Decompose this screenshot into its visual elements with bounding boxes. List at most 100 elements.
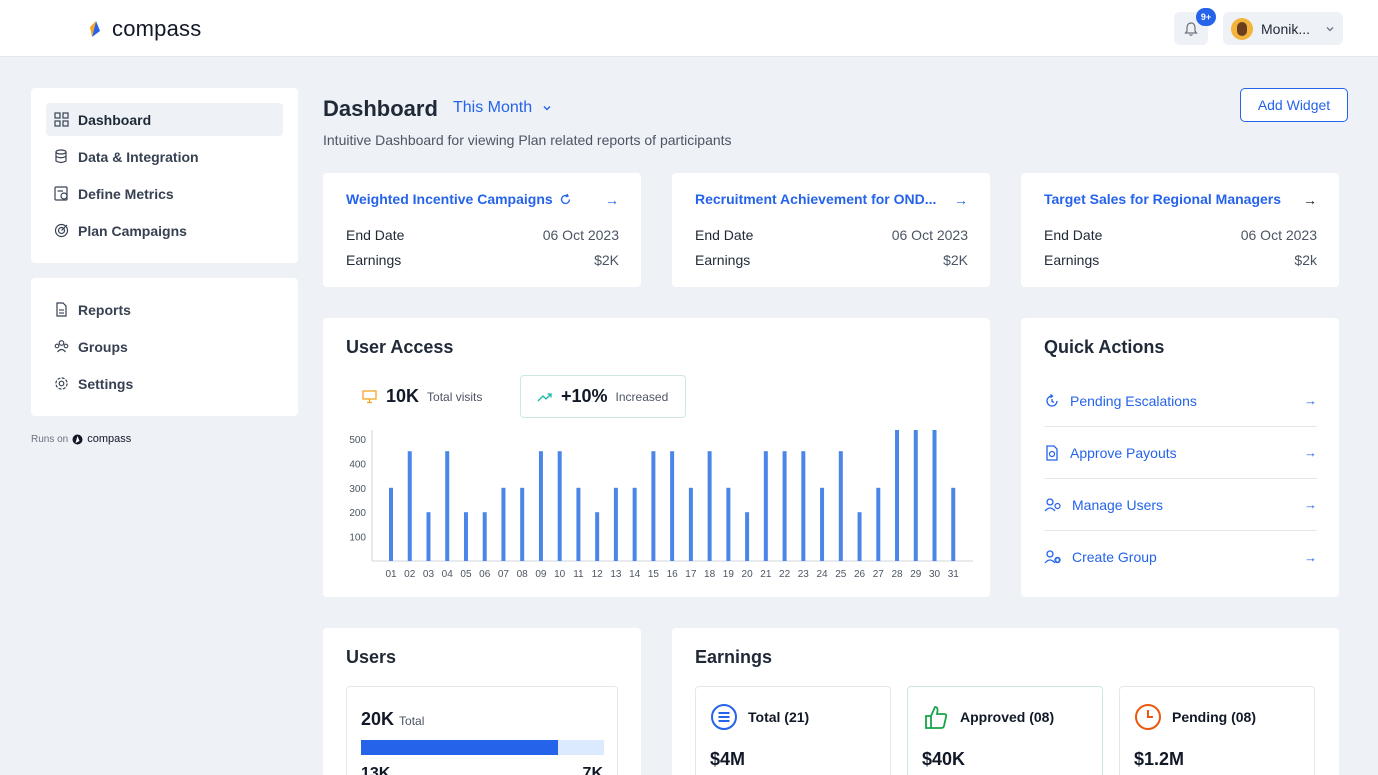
chart-bar bbox=[613, 487, 618, 561]
end-date-label: End Date bbox=[346, 227, 405, 243]
chart-bar bbox=[651, 451, 656, 561]
users-left-value: 13K bbox=[361, 765, 391, 775]
earnings-total-box[interactable]: Total (21) $4M bbox=[695, 686, 891, 775]
campaign-title-text: Weighted Incentive Campaigns bbox=[346, 191, 553, 207]
quick-action-manage-users[interactable]: Manage Users → bbox=[1044, 479, 1317, 531]
sidebar-item-settings[interactable]: Settings bbox=[46, 367, 283, 400]
campaign-card[interactable]: Weighted Incentive Campaigns → End Date 0… bbox=[323, 173, 641, 287]
chart-bar bbox=[820, 487, 825, 561]
x-tick-label: 12 bbox=[592, 569, 604, 580]
refresh-icon bbox=[560, 193, 570, 204]
users-total-box: 20K Total 13K 7K bbox=[346, 686, 618, 775]
x-tick-label: 24 bbox=[817, 569, 829, 580]
y-tick-label: 400 bbox=[349, 459, 366, 470]
section-title: Earnings bbox=[695, 647, 773, 667]
sidebar-item-define-metrics[interactable]: Define Metrics bbox=[46, 177, 283, 210]
x-tick-label: 08 bbox=[517, 569, 529, 580]
quick-action-label: Approve Payouts bbox=[1070, 444, 1177, 461]
page-title: Dashboard bbox=[323, 96, 438, 121]
chart-bar bbox=[876, 487, 881, 561]
x-tick-label: 01 bbox=[385, 569, 397, 580]
quick-action-pending-escalations[interactable]: Pending Escalations → bbox=[1044, 375, 1317, 427]
x-tick-label: 03 bbox=[423, 569, 435, 580]
x-tick-label: 22 bbox=[779, 569, 791, 580]
chart-bar bbox=[801, 451, 806, 561]
chart-bar bbox=[763, 451, 768, 561]
chart-bar bbox=[482, 512, 487, 561]
x-tick-label: 20 bbox=[742, 569, 754, 580]
users-split-bar bbox=[361, 740, 604, 755]
chart-bar bbox=[538, 451, 543, 561]
earnings-row: Earnings $2K bbox=[346, 252, 619, 268]
arrow-right-icon: → bbox=[1304, 445, 1317, 460]
x-tick-label: 05 bbox=[460, 569, 472, 580]
sidebar-item-plan-campaigns[interactable]: Plan Campaigns bbox=[46, 214, 283, 247]
quick-action-approve-payouts[interactable]: Approve Payouts → bbox=[1044, 427, 1317, 479]
user-name: Monik... bbox=[1261, 20, 1311, 37]
chart-bar bbox=[557, 451, 562, 561]
chart-bar bbox=[407, 451, 412, 561]
sidebar-item-label: Reports bbox=[78, 301, 131, 318]
arrow-right-icon: → bbox=[1304, 497, 1317, 512]
earnings-row: Earnings $2k bbox=[1044, 252, 1317, 268]
add-widget-button[interactable]: Add Widget bbox=[1240, 88, 1348, 122]
page-subtitle: Intuitive Dashboard for viewing Plan rel… bbox=[323, 132, 732, 148]
earnings-item-label: Approved (08) bbox=[960, 709, 1055, 725]
runs-on-label: Runs on bbox=[31, 433, 69, 445]
earnings-pending-box[interactable]: Pending (08) $1.2M bbox=[1119, 686, 1315, 775]
arrow-right-icon[interactable]: → bbox=[954, 192, 968, 208]
compass-mini-icon bbox=[72, 434, 83, 444]
x-tick-label: 17 bbox=[685, 569, 697, 580]
sidebar-item-groups[interactable]: Groups bbox=[46, 330, 283, 363]
chart-bar bbox=[463, 512, 468, 561]
end-date-value: 06 Oct 2023 bbox=[891, 227, 968, 243]
arrow-right-icon[interactable]: → bbox=[1303, 192, 1317, 208]
sidebar-item-label: Define Metrics bbox=[78, 185, 174, 202]
sidebar-item-data-integration[interactable]: Data & Integration bbox=[46, 140, 283, 173]
manage-users-icon bbox=[1044, 497, 1061, 511]
chart-bar bbox=[707, 451, 712, 561]
payout-icon bbox=[1046, 444, 1058, 461]
chart-bar bbox=[745, 512, 750, 561]
user-menu-button[interactable]: Monik... bbox=[1223, 12, 1343, 45]
campaign-card[interactable]: Target Sales for Regional Managers → End… bbox=[1021, 173, 1339, 287]
quick-action-create-group[interactable]: Create Group → bbox=[1044, 531, 1317, 583]
arrow-right-icon[interactable]: → bbox=[605, 192, 619, 208]
notification-badge: 9+ bbox=[1196, 8, 1216, 26]
sidebar-item-reports[interactable]: Reports bbox=[46, 293, 283, 326]
campaign-card[interactable]: Recruitment Achievement for OND... → End… bbox=[672, 173, 990, 287]
trend-up-icon bbox=[537, 392, 552, 401]
x-tick-label: 30 bbox=[929, 569, 941, 580]
chevron-down-icon bbox=[543, 106, 551, 111]
earnings-approved-box[interactable]: Approved (08) $40K bbox=[907, 686, 1103, 775]
dashboard-icon bbox=[53, 112, 69, 128]
chevron-down-icon bbox=[1326, 26, 1334, 31]
campaign-title[interactable]: Recruitment Achievement for OND... bbox=[695, 191, 936, 207]
chart-bar bbox=[782, 451, 787, 561]
campaign-title[interactable]: Weighted Incentive Campaigns bbox=[346, 191, 572, 207]
runs-on-footer: Runs on compass bbox=[31, 433, 131, 445]
campaign-title[interactable]: Target Sales for Regional Managers bbox=[1044, 191, 1281, 207]
x-tick-label: 10 bbox=[554, 569, 566, 580]
period-selector[interactable]: This Month bbox=[453, 99, 552, 117]
visits-value: 10K bbox=[386, 386, 420, 406]
app-logo[interactable]: compass bbox=[86, 16, 201, 42]
x-tick-label: 25 bbox=[835, 569, 847, 580]
earnings-value: $2K bbox=[594, 252, 619, 268]
earnings-item-amount: $40K bbox=[922, 749, 966, 769]
sidebar-item-dashboard[interactable]: Dashboard bbox=[46, 103, 283, 136]
escalation-icon bbox=[1046, 393, 1058, 407]
report-icon bbox=[53, 302, 69, 318]
y-tick-label: 100 bbox=[349, 533, 366, 544]
sidebar-primary: Dashboard Data & Integration Define Metr… bbox=[31, 88, 298, 263]
users-card: Users 20K Total 13K 7K bbox=[323, 628, 641, 775]
chart-bar bbox=[895, 430, 900, 561]
x-tick-label: 28 bbox=[891, 569, 903, 580]
quick-actions-card: Quick Actions Pending Escalations → Appr… bbox=[1021, 318, 1339, 597]
x-tick-label: 14 bbox=[629, 569, 641, 580]
x-tick-label: 02 bbox=[404, 569, 416, 580]
chart-bar bbox=[726, 487, 731, 561]
x-tick-label: 27 bbox=[873, 569, 885, 580]
end-date-label: End Date bbox=[695, 227, 754, 243]
users-split-fill bbox=[361, 740, 558, 755]
